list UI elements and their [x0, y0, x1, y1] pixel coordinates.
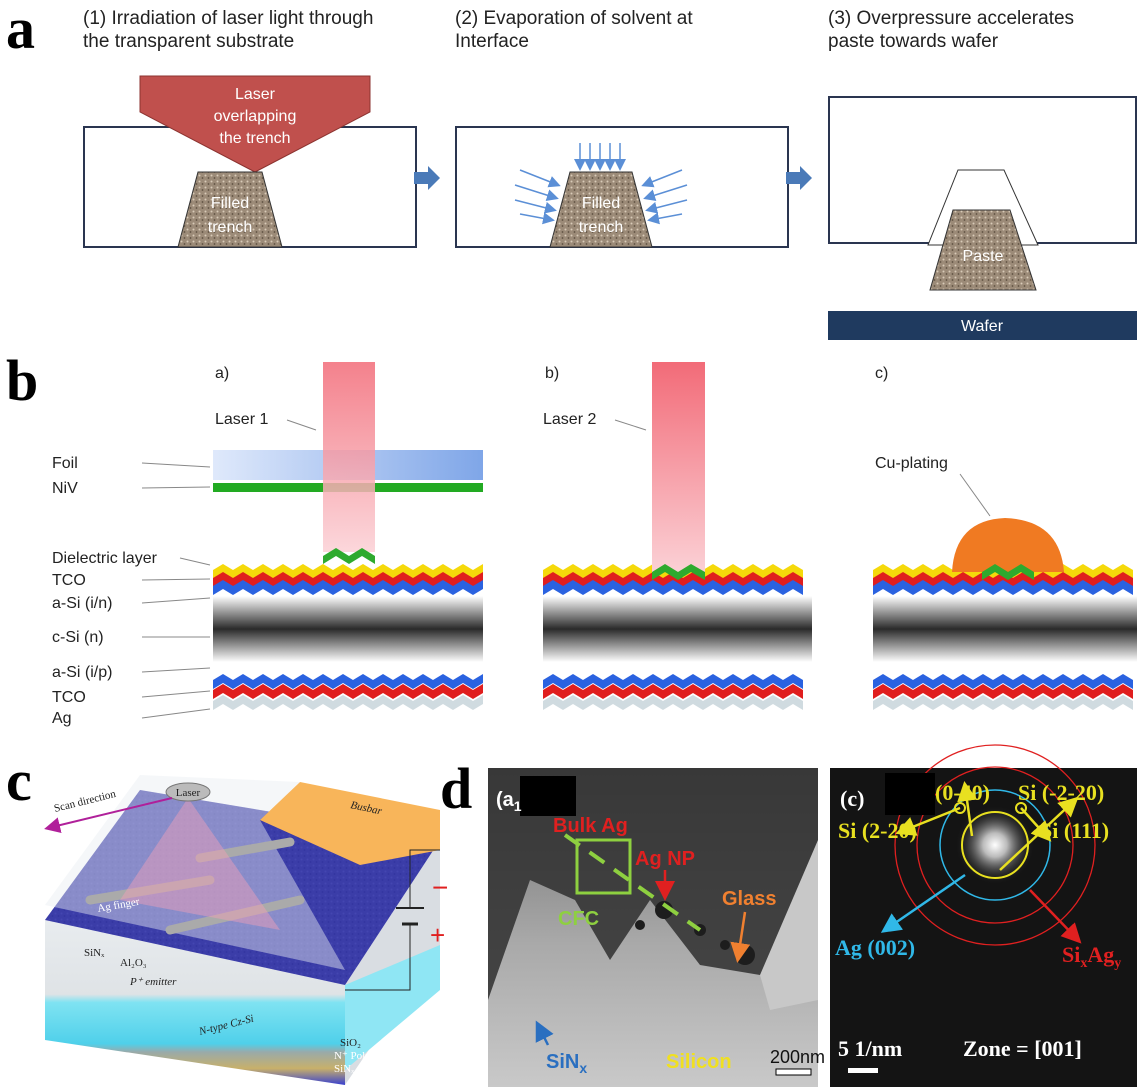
- cfc-label: CFC: [558, 908, 599, 930]
- spot-label: Si (111): [1040, 818, 1109, 843]
- layer-label: TCO: [52, 572, 86, 589]
- image-tag: (c): [840, 786, 864, 811]
- layer-stacks: [213, 564, 1137, 710]
- step-title: Interface: [455, 31, 529, 52]
- layer-label: SiNₓ: [84, 947, 105, 959]
- panel-label: c: [6, 748, 32, 813]
- np-label: Ag NP: [635, 848, 695, 870]
- panel-label: a: [6, 0, 35, 61]
- phase-text: Si: [1062, 942, 1080, 967]
- tag-text: (a: [496, 789, 515, 811]
- scale-bar: [776, 1069, 811, 1075]
- step-arrow: [414, 166, 440, 190]
- laser-label: the trench: [219, 130, 290, 147]
- scale-bar: [848, 1068, 878, 1073]
- spot-label: Ag (002): [835, 935, 915, 960]
- layer-label: P⁺ emitter: [129, 976, 177, 988]
- leader: [142, 598, 210, 603]
- leader: [615, 420, 646, 430]
- scan-label: Scan direction: [53, 788, 118, 815]
- c-si: [543, 596, 812, 662]
- bulk-label: Bulk Ag: [553, 815, 628, 837]
- layer-label: SiO₂: [340, 1037, 361, 1049]
- c-si: [213, 596, 483, 662]
- scale-label: 200nm: [770, 1047, 825, 1067]
- laser-label: overlapping: [214, 108, 297, 125]
- leader: [960, 474, 990, 516]
- panel-label: b: [6, 348, 38, 413]
- phase-text: Ag: [1087, 942, 1114, 967]
- leader: [142, 487, 210, 488]
- phase-sub: x: [1080, 956, 1087, 971]
- step-arrow: [786, 166, 812, 190]
- trench-label: Filled: [211, 195, 249, 212]
- layer-label: Foil: [52, 455, 78, 472]
- plus-label: +: [430, 920, 445, 950]
- leader: [142, 691, 210, 697]
- redaction: [885, 773, 935, 815]
- layer-label: Ag: [52, 710, 72, 727]
- figure: a (1) Irradiation of laser light through…: [0, 0, 1137, 1087]
- laser-label: Laser: [176, 787, 201, 799]
- layer-label: TCO: [52, 689, 86, 706]
- sinx-text: SiN: [546, 1051, 579, 1073]
- layer-label: c-Si (n): [52, 629, 104, 646]
- subpanel-label: c): [875, 365, 888, 382]
- leader: [142, 579, 210, 580]
- step-title: paste towards wafer: [828, 31, 999, 52]
- minus-label: −: [432, 872, 448, 903]
- scale-label: 5 1/nm: [838, 1036, 902, 1061]
- nanoparticles: [635, 920, 645, 930]
- subpanel-label: b): [545, 365, 559, 382]
- laser-beam: [652, 362, 705, 572]
- glass-label: Glass: [722, 888, 776, 910]
- spot-label: Si (-2-20): [1018, 780, 1104, 805]
- trench-label: trench: [579, 219, 623, 236]
- spot-label: Si (2-20): [838, 818, 917, 843]
- leader: [142, 709, 210, 718]
- zone-label: Zone = [001]: [963, 1036, 1082, 1061]
- silicon-label: Silicon: [666, 1051, 732, 1073]
- tag-sub: 1: [514, 798, 522, 814]
- leader: [287, 420, 316, 430]
- laser-label: Laser: [235, 86, 276, 103]
- trench-label: Filled: [582, 195, 620, 212]
- layer-labels: Foil NiV Dielectric layer TCO a-Si (i/n) c-Si…: [52, 455, 210, 727]
- layer-label: a-Si (i/n): [52, 595, 112, 612]
- leader: [142, 668, 210, 672]
- layer-label: SiNₓ: [334, 1063, 355, 1075]
- leader: [180, 558, 210, 565]
- layer-label: N⁺ Poly: [334, 1050, 371, 1062]
- laser-label: Laser 2: [543, 411, 596, 428]
- c-si: [873, 596, 1137, 662]
- layer-label: NiV: [52, 480, 78, 497]
- laser-beam: [323, 362, 375, 552]
- central-spot: [955, 805, 1035, 885]
- sinx-sub: x: [579, 1060, 587, 1076]
- step-title: (1) Irradiation of laser light through: [83, 8, 373, 29]
- laser-label: Laser 1: [215, 411, 268, 428]
- step-title: (3) Overpressure accelerates: [828, 8, 1074, 29]
- layer-label: Dielectric layer: [52, 550, 158, 567]
- step-title: the transparent substrate: [83, 31, 294, 52]
- spot-label: (0-40): [935, 780, 990, 805]
- phase-sub: y: [1114, 956, 1121, 971]
- layer-label: a-Si (i/p): [52, 664, 112, 681]
- plating-label: Cu-plating: [875, 455, 948, 472]
- paste-label: Paste: [963, 248, 1004, 265]
- subpanel-label: a): [215, 365, 229, 382]
- page: a (1) Irradiation of laser light through…: [0, 0, 1137, 1087]
- phase-label: SixAgy: [1062, 942, 1121, 971]
- step-title: (2) Evaporation of solvent at: [455, 8, 693, 29]
- panel-label: d: [440, 756, 472, 821]
- cu-plating: [952, 518, 1064, 572]
- nanoparticles: [720, 940, 730, 950]
- redaction: [520, 776, 576, 816]
- trench-label: trench: [208, 219, 252, 236]
- layer-label: Al₂O₃: [120, 957, 147, 969]
- leader: [142, 463, 210, 467]
- wafer-label: Wafer: [961, 318, 1004, 335]
